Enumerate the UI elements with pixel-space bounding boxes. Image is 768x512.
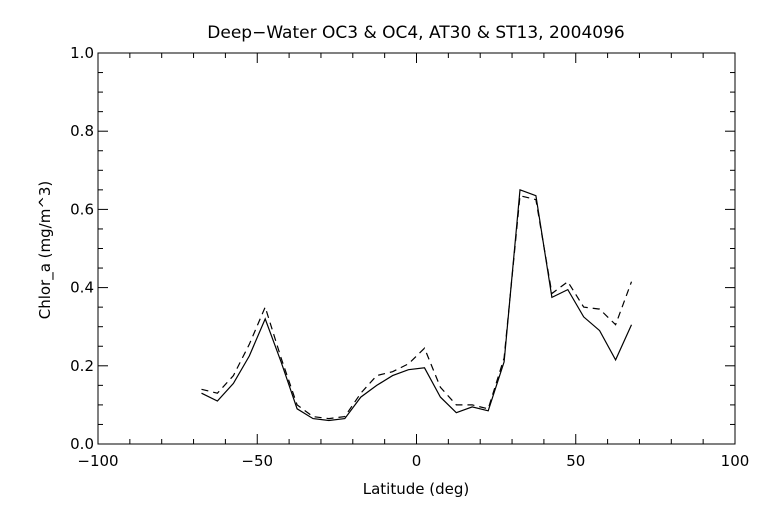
x-tick-label: 50 [566, 452, 585, 470]
y-tick-label: 1.0 [70, 44, 94, 62]
x-tick-label: −100 [77, 452, 118, 470]
chart-title: Deep−Water OC3 & OC4, AT30 & ST13, 20040… [207, 23, 624, 43]
x-tick-label: −50 [241, 452, 273, 470]
x-tick-label: 100 [721, 452, 750, 470]
x-tick-label: 0 [412, 452, 422, 470]
series-line-solid [201, 188, 633, 422]
y-tick-label: 0.4 [70, 279, 94, 297]
y-tick-label: 0.8 [70, 122, 94, 140]
x-axis-label: Latitude (deg) [363, 480, 469, 498]
y-tick-label: 0.2 [70, 357, 94, 375]
y-axis-label: Chlor_a (mg/m^3) [36, 181, 55, 320]
series-line-dashed [201, 194, 633, 420]
y-tick-label: 0.0 [70, 435, 94, 453]
plot-area: −100 −50 0 50 100 0.0 0.2 0.4 0.6 0.8 1.0 [70, 44, 749, 470]
y-tick-label: 0.6 [70, 200, 94, 218]
plot-frame [97, 52, 736, 445]
